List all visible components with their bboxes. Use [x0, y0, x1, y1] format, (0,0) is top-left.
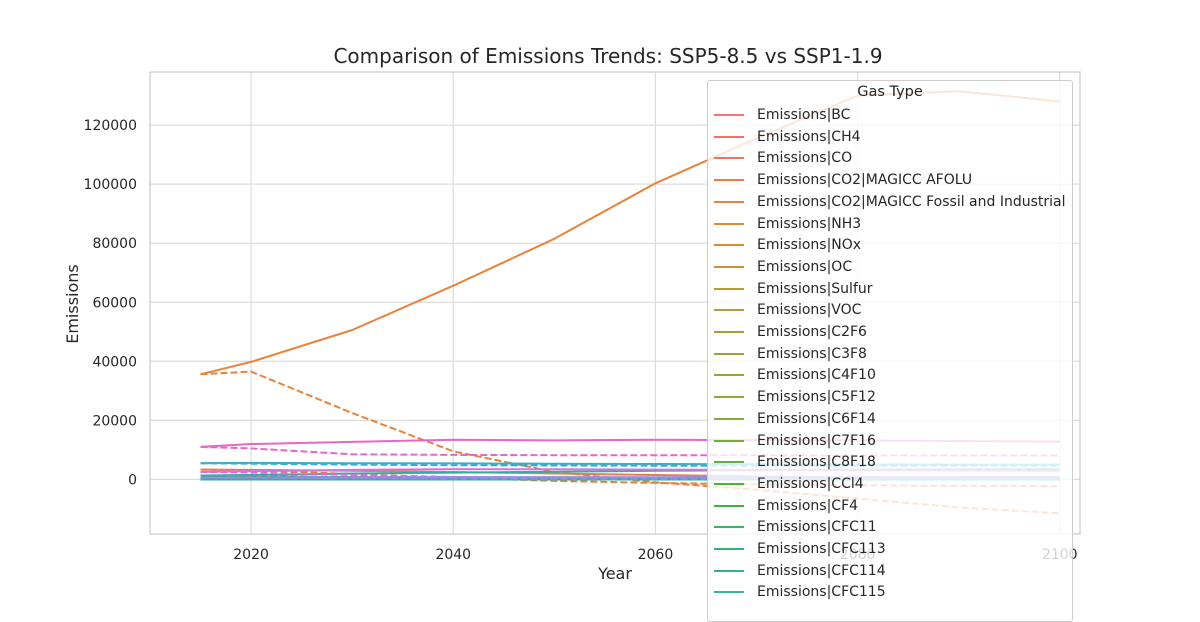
legend-item: Emissions|CO2|MAGICC AFOLU	[714, 170, 972, 190]
legend-swatch	[714, 309, 744, 311]
legend-label: Emissions|CF4	[757, 498, 858, 514]
y-axis-title: Emissions	[63, 264, 82, 344]
x-tick-label: 2020	[233, 547, 269, 563]
legend-swatch	[714, 179, 744, 181]
legend-swatch	[714, 266, 744, 268]
legend-item: Emissions|C8F18	[714, 452, 876, 472]
legend-item: Emissions|CO	[714, 148, 852, 168]
x-tick-label: 2060	[638, 547, 674, 563]
legend-label: Emissions|NOx	[757, 237, 861, 253]
legend-swatch	[714, 331, 744, 333]
legend-label: Emissions|CFC114	[757, 563, 886, 579]
legend-swatch	[714, 570, 744, 572]
legend-label: Emissions|CCl4	[757, 476, 864, 492]
legend-item: Emissions|CFC114	[714, 561, 886, 581]
legend-label: Emissions|C4F10	[757, 367, 876, 383]
legend-swatch	[714, 353, 744, 355]
legend-item: Emissions|Sulfur	[714, 279, 873, 299]
y-tick-label: 40000	[92, 354, 137, 370]
legend-label: Emissions|CO2|MAGICC AFOLU	[757, 172, 972, 188]
legend-label: Emissions|CO	[757, 150, 852, 166]
legend-swatch	[714, 288, 744, 290]
legend-item: Emissions|BC	[714, 105, 850, 125]
legend-label: Emissions|CFC11	[757, 519, 877, 535]
legend-item: Emissions|CCl4	[714, 474, 864, 494]
legend-swatch	[714, 396, 744, 398]
legend-label: Emissions|C5F12	[757, 389, 876, 405]
legend-item: Emissions|C5F12	[714, 387, 876, 407]
legend-label: Emissions|VOC	[757, 302, 861, 318]
y-tick-label: 20000	[92, 413, 137, 429]
legend-label: Emissions|C3F8	[757, 346, 867, 362]
legend-swatch	[714, 157, 744, 159]
legend-item: Emissions|NOx	[714, 235, 861, 255]
y-tick-label: 120000	[84, 118, 137, 134]
legend-swatch	[714, 114, 744, 116]
legend-label: Emissions|C8F18	[757, 454, 876, 470]
legend-item: Emissions|CFC11	[714, 517, 877, 537]
legend-item: Emissions|OC	[714, 257, 852, 277]
legend-label: Emissions|CFC115	[757, 584, 886, 600]
legend-item: Emissions|C3F8	[714, 344, 867, 364]
legend-swatch	[714, 483, 744, 485]
legend-item: Emissions|C6F14	[714, 409, 876, 429]
x-axis-title: Year	[597, 564, 632, 583]
y-tick-label: 0	[128, 472, 137, 488]
legend-label: Emissions|BC	[757, 107, 850, 123]
legend-swatch	[714, 526, 744, 528]
chart-title: Comparison of Emissions Trends: SSP5-8.5…	[333, 44, 882, 68]
legend-swatch	[714, 418, 744, 420]
y-tick-label: 100000	[84, 177, 137, 193]
legend-label: Emissions|C6F14	[757, 411, 876, 427]
legend-title: Gas Type	[708, 84, 1072, 100]
legend-label: Emissions|C7F16	[757, 433, 876, 449]
legend-item: Emissions|CFC115	[714, 582, 886, 602]
legend-item: Emissions|NH3	[714, 214, 861, 234]
legend-item: Emissions|CFC113	[714, 539, 886, 559]
legend-item: Emissions|CF4	[714, 496, 858, 516]
legend-label: Emissions|OC	[757, 259, 852, 275]
legend-item: Emissions|CH4	[714, 127, 861, 147]
legend-label: Emissions|Sulfur	[757, 281, 873, 297]
legend-swatch	[714, 461, 744, 463]
legend-item: Emissions|C4F10	[714, 365, 876, 385]
legend-swatch	[714, 201, 744, 203]
legend-label: Emissions|NH3	[757, 216, 861, 232]
legend-item: Emissions|C7F16	[714, 431, 876, 451]
legend-label: Emissions|CH4	[757, 129, 861, 145]
legend: Gas Type Emissions|BC Emissions|CH4 Emissi…	[707, 80, 1073, 622]
legend-swatch	[714, 244, 744, 246]
legend-swatch	[714, 548, 744, 550]
legend-swatch	[714, 223, 744, 225]
y-tick-label: 60000	[92, 295, 137, 311]
legend-item: Emissions|VOC	[714, 300, 861, 320]
x-tick-label: 2040	[435, 547, 471, 563]
legend-swatch	[714, 374, 744, 376]
legend-swatch	[714, 440, 744, 442]
legend-swatch	[714, 136, 744, 138]
legend-item: Emissions|CO2|MAGICC Fossil and Industri…	[714, 192, 1066, 212]
legend-swatch	[714, 591, 744, 593]
legend-item: Emissions|C2F6	[714, 322, 867, 342]
y-tick-labels: 0 20000 40000 60000 80000 100000 120000	[84, 118, 137, 488]
legend-label: Emissions|CFC113	[757, 541, 886, 557]
legend-swatch	[714, 505, 744, 507]
legend-label: Emissions|C2F6	[757, 324, 867, 340]
legend-label: Emissions|CO2|MAGICC Fossil and Industri…	[757, 194, 1066, 210]
y-tick-label: 80000	[92, 236, 137, 252]
